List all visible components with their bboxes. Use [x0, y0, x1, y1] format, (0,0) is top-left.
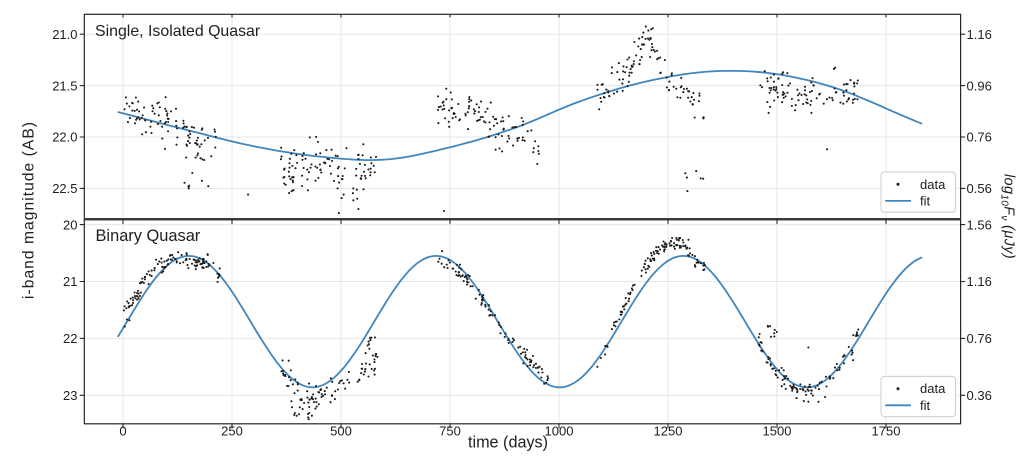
svg-text:Single, Isolated Quasar: Single, Isolated Quasar	[95, 23, 261, 40]
svg-text:fit: fit	[920, 193, 931, 208]
svg-text:1500: 1500	[763, 424, 792, 439]
svg-text:1.16: 1.16	[967, 27, 992, 42]
svg-text:data: data	[920, 177, 946, 192]
svg-text:0: 0	[119, 424, 126, 439]
svg-text:22.0: 22.0	[52, 130, 77, 145]
svg-text:fit: fit	[920, 398, 931, 413]
svg-text:1.56: 1.56	[967, 217, 992, 232]
svg-text:0.56: 0.56	[967, 181, 992, 196]
svg-text:1000: 1000	[545, 424, 574, 439]
svg-text:i-band magnitude (AB): i-band magnitude (AB)	[21, 121, 38, 299]
svg-text:20: 20	[63, 217, 77, 232]
svg-text:750: 750	[439, 424, 461, 439]
svg-text:21: 21	[63, 274, 77, 289]
svg-text:0.76: 0.76	[967, 331, 992, 346]
svg-text:0.96: 0.96	[967, 78, 992, 93]
svg-text:22: 22	[63, 331, 77, 346]
svg-text:500: 500	[330, 424, 352, 439]
svg-text:22.5: 22.5	[52, 181, 77, 196]
svg-text:1750: 1750	[872, 424, 901, 439]
svg-text:0.76: 0.76	[967, 130, 992, 145]
svg-text:21.5: 21.5	[52, 78, 77, 93]
svg-text:23: 23	[63, 388, 77, 403]
svg-text:time (days): time (days)	[468, 434, 548, 452]
svg-text:data: data	[920, 381, 946, 396]
svg-text:1.16: 1.16	[967, 274, 992, 289]
svg-text:Binary Quasar: Binary Quasar	[96, 227, 201, 245]
svg-text:250: 250	[221, 424, 243, 439]
svg-text:0.36: 0.36	[967, 388, 992, 403]
svg-text:1250: 1250	[654, 424, 683, 439]
svg-text:21.0: 21.0	[52, 27, 77, 42]
